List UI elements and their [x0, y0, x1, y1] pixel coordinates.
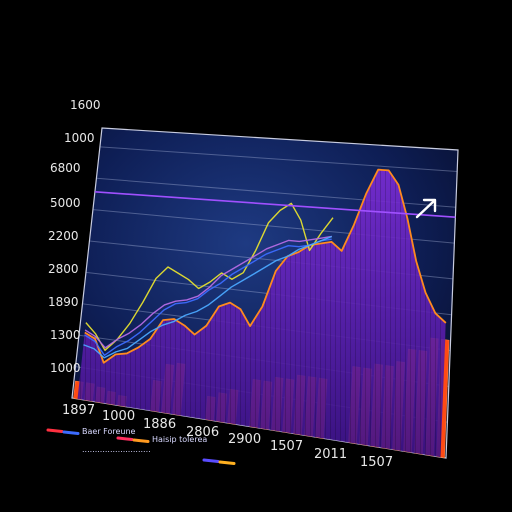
- series-line-2: [84, 238, 332, 356]
- x-tick-label: 2900: [228, 432, 261, 447]
- reference-line-mark: [94, 191, 456, 218]
- series-line-3: [84, 235, 332, 349]
- x-tick-label: 1886: [143, 417, 176, 432]
- reference-line: [94, 191, 456, 218]
- legend-label: Baer Foreune: [82, 427, 136, 436]
- legend-swatch: [116, 436, 134, 441]
- legend-swatch: [46, 428, 64, 433]
- x-tick-label: 1507: [270, 439, 303, 454]
- area-texture: [77, 169, 446, 458]
- legend-item: Haisip tolerea: [116, 435, 207, 444]
- y-tick-label: 1000: [50, 361, 81, 375]
- y-tick-label: 6800: [50, 161, 81, 175]
- x-tick-label: 1507: [360, 455, 393, 470]
- x-tick-label: 1897: [62, 403, 95, 418]
- y-tick-label: 2800: [48, 262, 79, 276]
- legend-swatch: [202, 458, 220, 463]
- y-tick-label: 1890: [48, 295, 79, 309]
- legend-swatch: [132, 438, 150, 443]
- legend-caption: ...........................: [82, 445, 151, 454]
- arrow-up-right-icon: [415, 198, 437, 219]
- y-tick-label: 1300: [50, 328, 81, 342]
- x-axis-ticks: 1897 1000 1886 2806 2900 1507 2011 1507: [62, 403, 393, 470]
- x-tick-label: 1000: [102, 409, 135, 424]
- legend-swatch: [218, 460, 236, 465]
- area-series: [77, 168, 447, 458]
- line-series: [83, 202, 334, 359]
- plot-border: [71, 127, 459, 459]
- x-tick-label: 2011: [314, 447, 347, 462]
- x-tick-label: 2806: [186, 425, 219, 440]
- y-tick-label: 2200: [48, 229, 79, 243]
- gridline: [99, 146, 458, 172]
- legend-item: [202, 458, 236, 465]
- y-tick-label: 5000: [50, 196, 81, 210]
- series-line-1: [85, 202, 334, 352]
- area-edge: [84, 168, 447, 364]
- y-tick-label: 1000: [64, 131, 95, 145]
- legend-swatch: [62, 430, 80, 435]
- legend: Baer Foreune Haisip tolerea..............…: [46, 427, 236, 465]
- legend-item: Baer Foreune: [46, 427, 136, 436]
- y-axis-ticks: 1000 1300 1890 2800 2200 5000 6800 1000 1600: [48, 98, 101, 375]
- y-tick-label: 1600: [70, 98, 101, 112]
- legend-label: Haisip tolerea: [152, 435, 207, 444]
- series-line-4: [83, 235, 333, 359]
